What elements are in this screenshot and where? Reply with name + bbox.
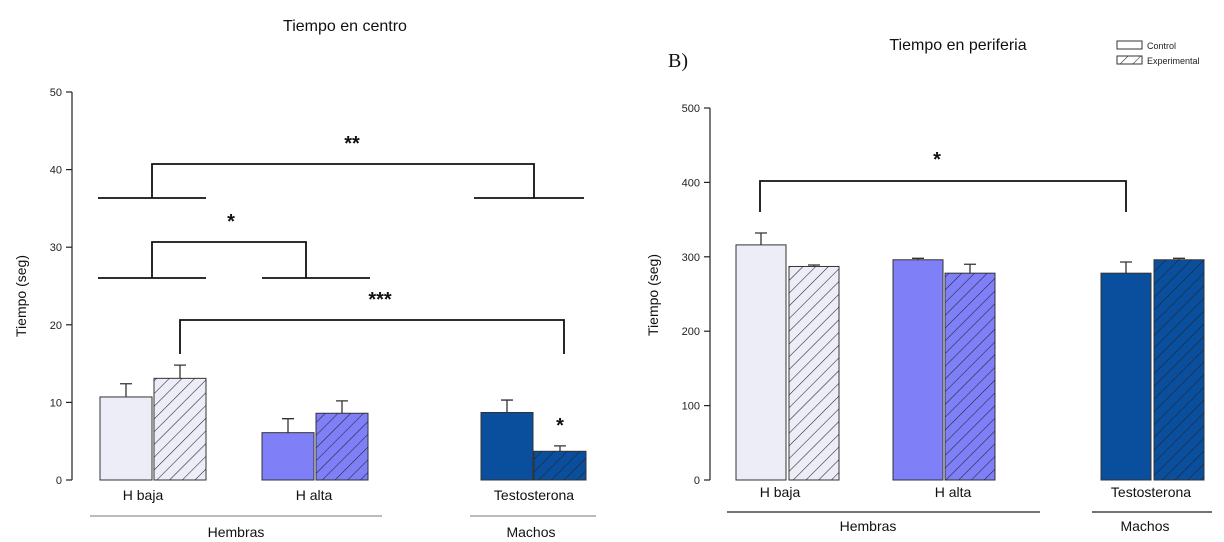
chart-b-error-bar [808, 264, 820, 267]
legend-control-swatch [1116, 40, 1143, 50]
chart-b-bar-hatch [789, 266, 839, 480]
chart-panel-a: Tiempo en centro Tiempo (seg) 0 10 20 30 40 5… [13, 18, 596, 540]
chart-a-significance-bracket [98, 163, 584, 199]
chart-b-significance-label: * [933, 149, 941, 171]
chart-a-ylabel: Tiempo (seg) [13, 255, 29, 337]
chart-b-group-label: Hembras [840, 518, 897, 534]
chart-a-bar-hatch [154, 378, 206, 480]
chart-a-error-bar [282, 418, 294, 433]
chart-b-bar-control [735, 244, 787, 481]
chart-a-significance-label: ** [344, 133, 360, 155]
chart-a-y-ticks: 0 10 20 30 40 50 [50, 87, 72, 487]
chart-a-bar-hatch [316, 413, 368, 480]
chart-panel-b: B) Tiempo en periferia Tiempo (seg) 0 100… [645, 37, 1212, 534]
chart-b-y-tick-label: 500 [682, 103, 700, 115]
chart-a-significance-label: * [556, 415, 564, 437]
chart-b-y-tick-label: 100 [682, 401, 700, 413]
chart-a-y-tick-label: 30 [50, 242, 62, 254]
chart-a-error-bar [174, 364, 186, 379]
chart-b-bars [735, 232, 1205, 481]
chart-b-y-tick-label: 0 [694, 475, 700, 487]
chart-a-bar-hatch [534, 451, 586, 480]
chart-a-significance-label: *** [368, 289, 392, 311]
chart-b-panel-letter: B) [668, 50, 688, 72]
chart-a-significance-bracket [98, 241, 370, 279]
legend-control-label: Control [1147, 41, 1176, 51]
chart-a-bar-control [480, 411, 534, 481]
chart-b-ylabel: Tiempo (seg) [645, 254, 661, 336]
chart-a-group-label: Machos [506, 524, 555, 540]
chart-b-group-label: Machos [1120, 518, 1169, 534]
chart-a-significance-bracket [179, 319, 565, 354]
chart-b-y-tick-label: 400 [682, 177, 700, 189]
chart-b-error-bar [964, 263, 976, 274]
chart-a-y-tick-label: 50 [50, 87, 62, 99]
chart-b-error-bar [1120, 261, 1132, 274]
chart-a-group-label: Hembras [208, 524, 265, 540]
chart-a-category-label: H alta [296, 487, 333, 503]
chart-b-significance-bracket [759, 180, 1127, 212]
chart-a-error-bar [336, 400, 348, 414]
chart-b-error-bar [1173, 257, 1185, 260]
chart-b-title: Tiempo en periferia [889, 37, 1026, 54]
chart-b-category-label: Testosterona [1111, 484, 1191, 500]
chart-a-bar-control [99, 396, 153, 481]
chart-a-y-tick-label: 20 [50, 320, 62, 332]
chart-a-y-tick-label: 40 [50, 165, 62, 177]
chart-b-bar-hatch [1154, 259, 1204, 480]
chart-b-category-label: H baja [760, 484, 801, 500]
legend-experimental-label: Experimental [1147, 56, 1200, 66]
chart-a-y-tick-label: 10 [50, 397, 62, 409]
chart-b-y-tick-label: 200 [682, 326, 700, 338]
chart-b-y-tick-label: 300 [682, 252, 700, 264]
chart-b-error-bar [912, 257, 924, 260]
chart-b-bar-control [892, 259, 944, 481]
chart-a-error-bar [554, 445, 566, 452]
chart-a-category-label: H baja [123, 487, 164, 503]
chart-b-error-bar [755, 232, 767, 245]
chart-a-title: Tiempo en centro [283, 18, 407, 35]
chart-b-bar-hatch [945, 273, 995, 480]
chart-a-bars [99, 364, 587, 481]
chart-b-bar-control [1100, 272, 1152, 481]
legend-experimental-swatch [1116, 55, 1143, 65]
chart-a-category-label: Testosterona [494, 487, 574, 503]
chart-legend: Control Experimental [1116, 40, 1200, 66]
chart-b-y-ticks: 0 100 200 300 400 500 [682, 103, 710, 487]
chart-a-y-tick-label: 0 [56, 475, 62, 487]
chart-a-error-bar [501, 399, 513, 413]
chart-a-significance-label: * [227, 211, 235, 233]
chart-a-error-bar [120, 383, 132, 397]
chart-a-bar-control [261, 432, 315, 481]
chart-b-category-label: H alta [935, 484, 972, 500]
